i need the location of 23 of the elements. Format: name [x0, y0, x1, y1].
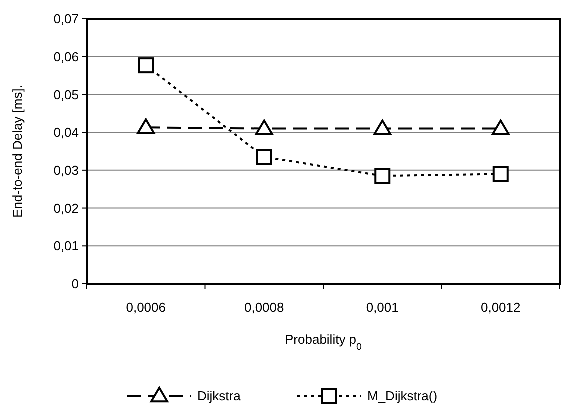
point	[374, 168, 391, 184]
y-tick-label: 0,06	[54, 49, 79, 64]
y-tick-label: 0,07	[54, 12, 79, 27]
y-tick-label: 0,04	[54, 125, 79, 140]
legend-label: M_Dijkstra()	[368, 388, 438, 404]
legend-label: Dijkstra	[198, 388, 242, 404]
point	[492, 120, 510, 136]
point	[492, 166, 509, 182]
y-tick-label: 0,02	[54, 200, 79, 216]
point	[256, 149, 272, 166]
x-tick-label: 0,001	[366, 300, 399, 315]
y-axis-title: End-to-end Delay [ms].	[10, 85, 25, 218]
x-axis-title: Probability p$_{0}$	[285, 332, 363, 352]
point	[137, 118, 156, 134]
y-tick-label: 0	[72, 276, 79, 292]
x-tick-label: 0,0006	[126, 300, 166, 315]
y-tick-label: 0,03	[54, 162, 79, 178]
x-tick-label: 0,0012	[480, 300, 521, 315]
y-tick-label: 0,01	[54, 238, 79, 254]
y-tick-label: 0,05	[54, 87, 79, 102]
x-tick-label: 0,0008	[244, 300, 284, 315]
point	[255, 120, 274, 136]
point	[374, 120, 392, 136]
